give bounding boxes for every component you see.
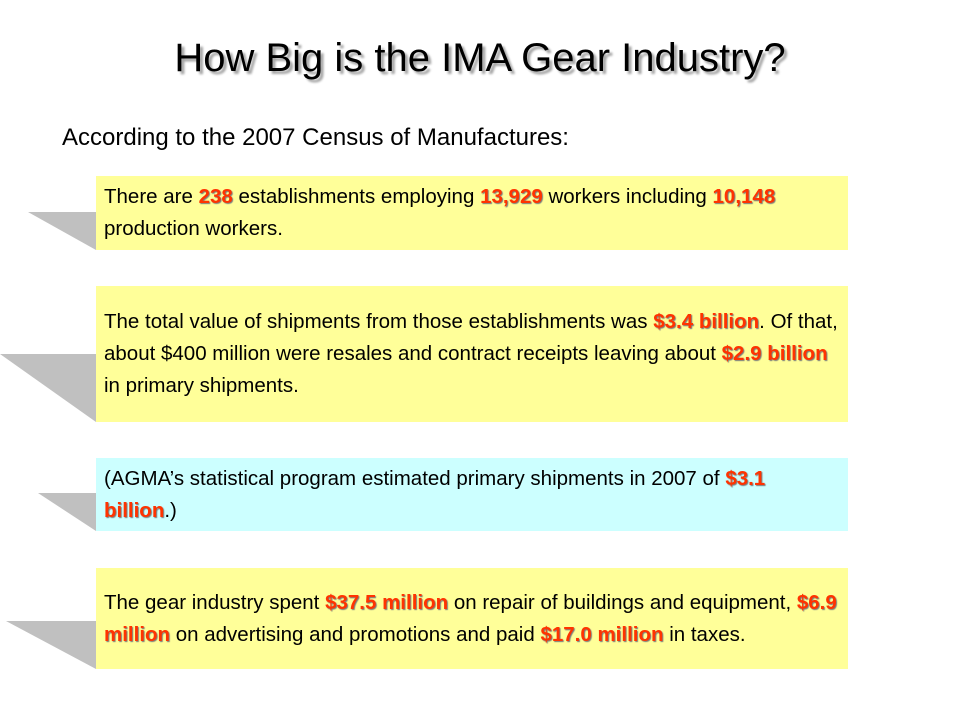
info-box-shipments: The total value of shipments from those … — [96, 286, 848, 422]
callout-tab-3 — [0, 493, 96, 531]
highlight-advertising-spend: $6.9 million — [104, 590, 837, 646]
highlight-production-workers: 10,148 — [712, 185, 776, 208]
info-box-establishments: There are 238 establishments employing 1… — [96, 176, 848, 250]
highlight-workers: 13,929 — [480, 185, 543, 208]
info-box-text: The gear industry spent $37.5 million on… — [104, 587, 840, 651]
text-run: workers including — [542, 185, 713, 208]
text-run: establishments employing — [232, 185, 481, 208]
callout-tab-2 — [0, 354, 96, 422]
highlight-establishments: 238 — [198, 185, 233, 208]
text-run: in taxes. — [663, 622, 746, 646]
text-run: . Of that, about $400 million were resal… — [104, 310, 838, 365]
text-run: in primary shipments. — [104, 374, 299, 397]
highlight-repair-spend: $37.5 million — [325, 590, 449, 614]
info-box-text: The total value of shipments from those … — [104, 306, 840, 402]
highlight-primary-shipments: $2.9 billion — [721, 342, 828, 365]
highlight-agma-estimate: $3.1 billion — [104, 466, 766, 522]
info-box-expenses: The gear industry spent $37.5 million on… — [96, 568, 848, 669]
callout-tab-4 — [0, 621, 96, 669]
info-box-agma-estimate: (AGMA’s statistical program estimated pr… — [96, 458, 848, 531]
text-run: The total value of shipments from those … — [104, 310, 654, 333]
text-run: on advertising and promotions and paid — [170, 622, 541, 646]
text-run: on repair of buildings and equipment, — [448, 590, 797, 614]
text-run: (AGMA’s statistical program estimated pr… — [104, 466, 726, 490]
text-run: .) — [164, 498, 177, 522]
callout-tab-1 — [0, 212, 96, 250]
info-box-text: (AGMA’s statistical program estimated pr… — [104, 463, 840, 527]
slide-title: How Big is the IMA Gear Industry? — [174, 36, 786, 80]
text-run: production workers. — [104, 217, 283, 240]
text-run: There are — [104, 185, 199, 208]
text-run: The gear industry spent — [104, 590, 326, 614]
slide-subtitle: According to the 2007 Census of Manufact… — [62, 124, 569, 151]
info-box-text: There are 238 establishments employing 1… — [104, 181, 840, 245]
highlight-taxes: $17.0 million — [540, 622, 664, 646]
highlight-total-shipments: $3.4 billion — [653, 310, 760, 333]
